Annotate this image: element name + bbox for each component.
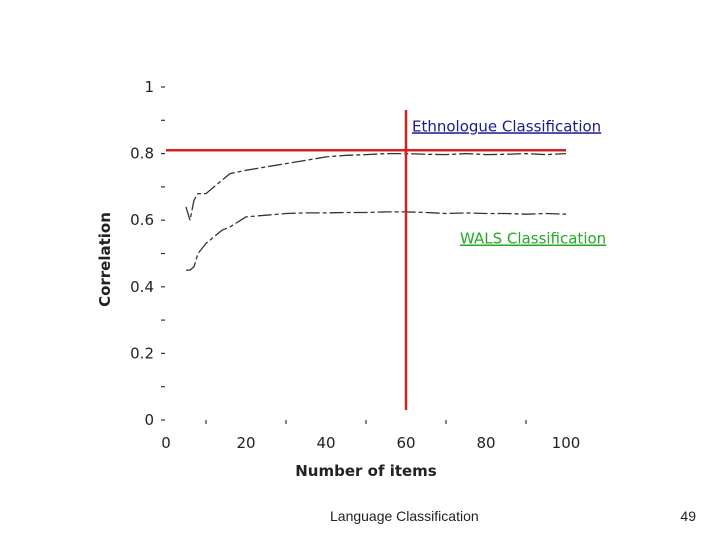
x-axis-title: Number of items — [295, 462, 437, 480]
x-tick-label: 100 — [552, 434, 581, 452]
y-tick-label: 0.8 — [130, 145, 154, 163]
x-tick-label: 80 — [476, 434, 495, 452]
y-tick-label: 0 — [144, 411, 154, 429]
y-tick-label: 0.6 — [130, 211, 154, 229]
series-line-ethnologue — [185, 152, 567, 221]
chart: 0 0.2 0.4 0.6 0.8 1 0 20 40 60 80 100 Number of item… — [96, 78, 606, 480]
page-number: 49 — [680, 508, 696, 524]
y-tick-label: 1 — [144, 78, 154, 96]
annotation-ethnologue: Ethnologue Classification — [412, 117, 601, 135]
y-tick-label: 0.4 — [130, 278, 154, 296]
annotation-wals: WALS Classification — [460, 230, 606, 248]
footer-title: Language Classification — [330, 508, 479, 524]
x-tick-label: 0 — [161, 434, 171, 452]
y-axis-title: Correlation — [96, 212, 114, 307]
x-tick-label: 40 — [316, 434, 335, 452]
series-line-wals — [186, 211, 567, 271]
x-tick-label: 60 — [396, 434, 415, 452]
x-tick-label: 20 — [236, 434, 255, 452]
y-tick-label: 0.2 — [130, 344, 154, 362]
